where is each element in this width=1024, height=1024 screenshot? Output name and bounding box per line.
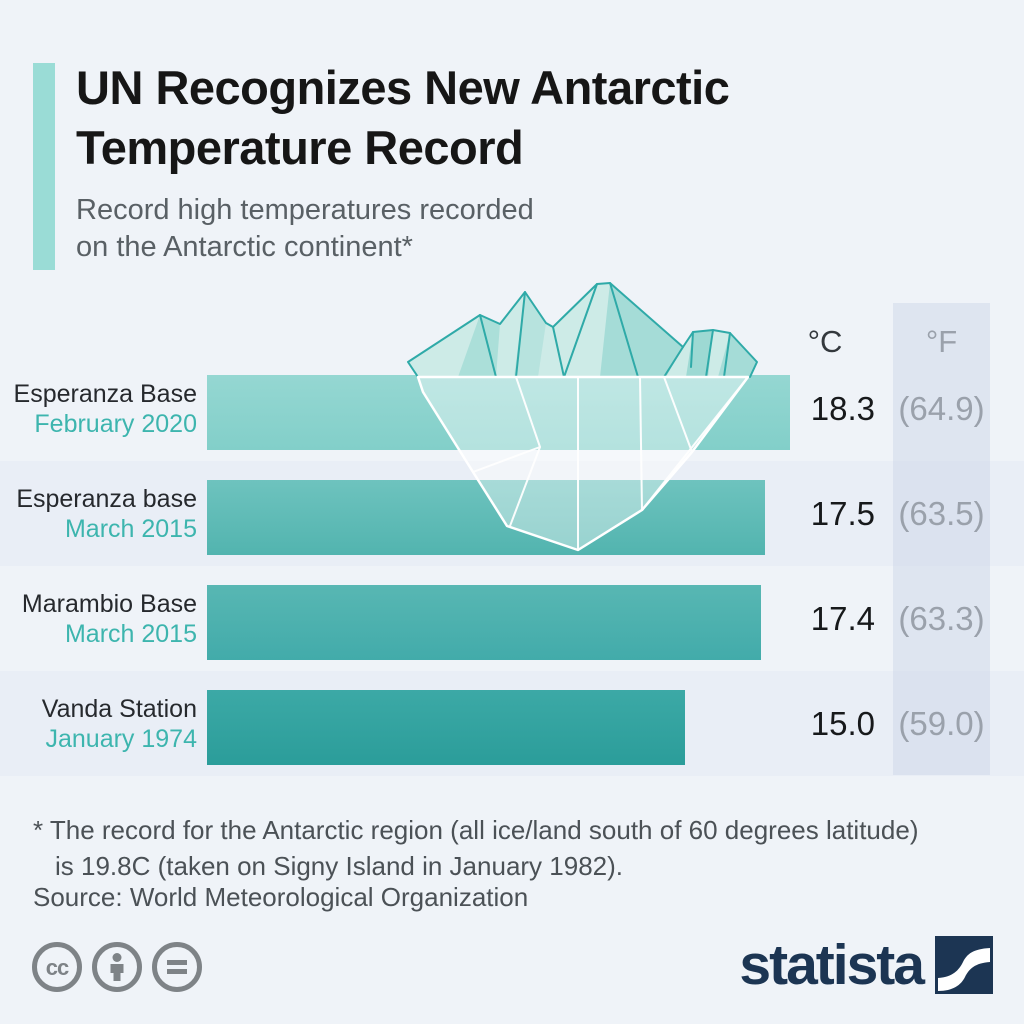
chart-row: Esperanza Base February 2020 18.3 (64.9) — [0, 356, 1024, 461]
fahrenheit-value: (59.0) — [898, 705, 985, 742]
celsius-value: 17.5 — [810, 495, 875, 532]
page-subtitle: Record high temperatures recorded on the… — [76, 192, 776, 266]
record-date: February 2020 — [34, 409, 197, 438]
temperature-bar — [207, 480, 765, 555]
svg-text:cc: cc — [46, 955, 69, 980]
title-line-1: UN Recognizes New Antarctic — [76, 61, 730, 114]
temperature-bar — [207, 690, 685, 765]
footnote-line-1: * The record for the Antarctic region (a… — [33, 815, 919, 845]
station-name: Vanda Station — [41, 694, 197, 723]
license-icons: cc — [31, 941, 203, 993]
footnote-line-2: is 19.8C (taken on Signy Island in Janua… — [55, 851, 624, 881]
subtitle-line-1: Record high temperatures recorded — [76, 194, 534, 226]
chart-row: Marambio Base March 2015 17.4 (63.3) — [0, 566, 1024, 671]
row-label: Vanda Station January 1974 — [0, 671, 197, 776]
chart-row: Esperanza base March 2015 17.5 (63.5) — [0, 461, 1024, 566]
attribution-person-icon[interactable] — [91, 941, 143, 993]
station-name: Esperanza Base — [13, 379, 197, 408]
celsius-value: 15.0 — [810, 705, 875, 742]
statista-mark-icon — [935, 936, 993, 994]
source-text: Source: World Meteorological Organizatio… — [33, 882, 529, 912]
fahrenheit-column-header: °F — [925, 324, 958, 359]
cc-icon[interactable]: cc — [31, 941, 83, 993]
station-name: Marambio Base — [21, 589, 197, 618]
row-label: Esperanza base March 2015 — [0, 461, 197, 566]
celsius-value: 17.4 — [810, 600, 875, 637]
title-accent-bar — [33, 63, 55, 270]
station-name: Esperanza base — [16, 484, 197, 513]
equals-icon[interactable] — [151, 941, 203, 993]
subtitle-line-2: on the Antarctic continent* — [76, 231, 413, 263]
fahrenheit-value: (63.5) — [898, 495, 985, 532]
temperature-bar — [207, 585, 761, 660]
celsius-column-header: °C — [807, 324, 843, 359]
celsius-value: 18.3 — [810, 390, 875, 427]
row-label: Marambio Base March 2015 — [0, 566, 197, 671]
fahrenheit-value: (64.9) — [898, 390, 985, 427]
footnote: * The record for the Antarctic region (a… — [33, 812, 993, 884]
row-label: Esperanza Base February 2020 — [0, 356, 197, 461]
record-date: March 2015 — [64, 514, 197, 543]
title-line-2: Temperature Record — [76, 121, 524, 174]
fahrenheit-value: (63.3) — [898, 600, 985, 637]
statista-wordmark: statista — [739, 933, 925, 997]
record-date: March 2015 — [64, 619, 197, 648]
record-date: January 1974 — [45, 724, 197, 753]
chart-row: Vanda Station January 1974 15.0 (59.0) — [0, 671, 1024, 776]
temperature-bar — [207, 375, 790, 450]
statista-logo[interactable]: statista — [739, 936, 993, 994]
page-title: UN Recognizes New Antarctic Temperature … — [76, 58, 976, 178]
